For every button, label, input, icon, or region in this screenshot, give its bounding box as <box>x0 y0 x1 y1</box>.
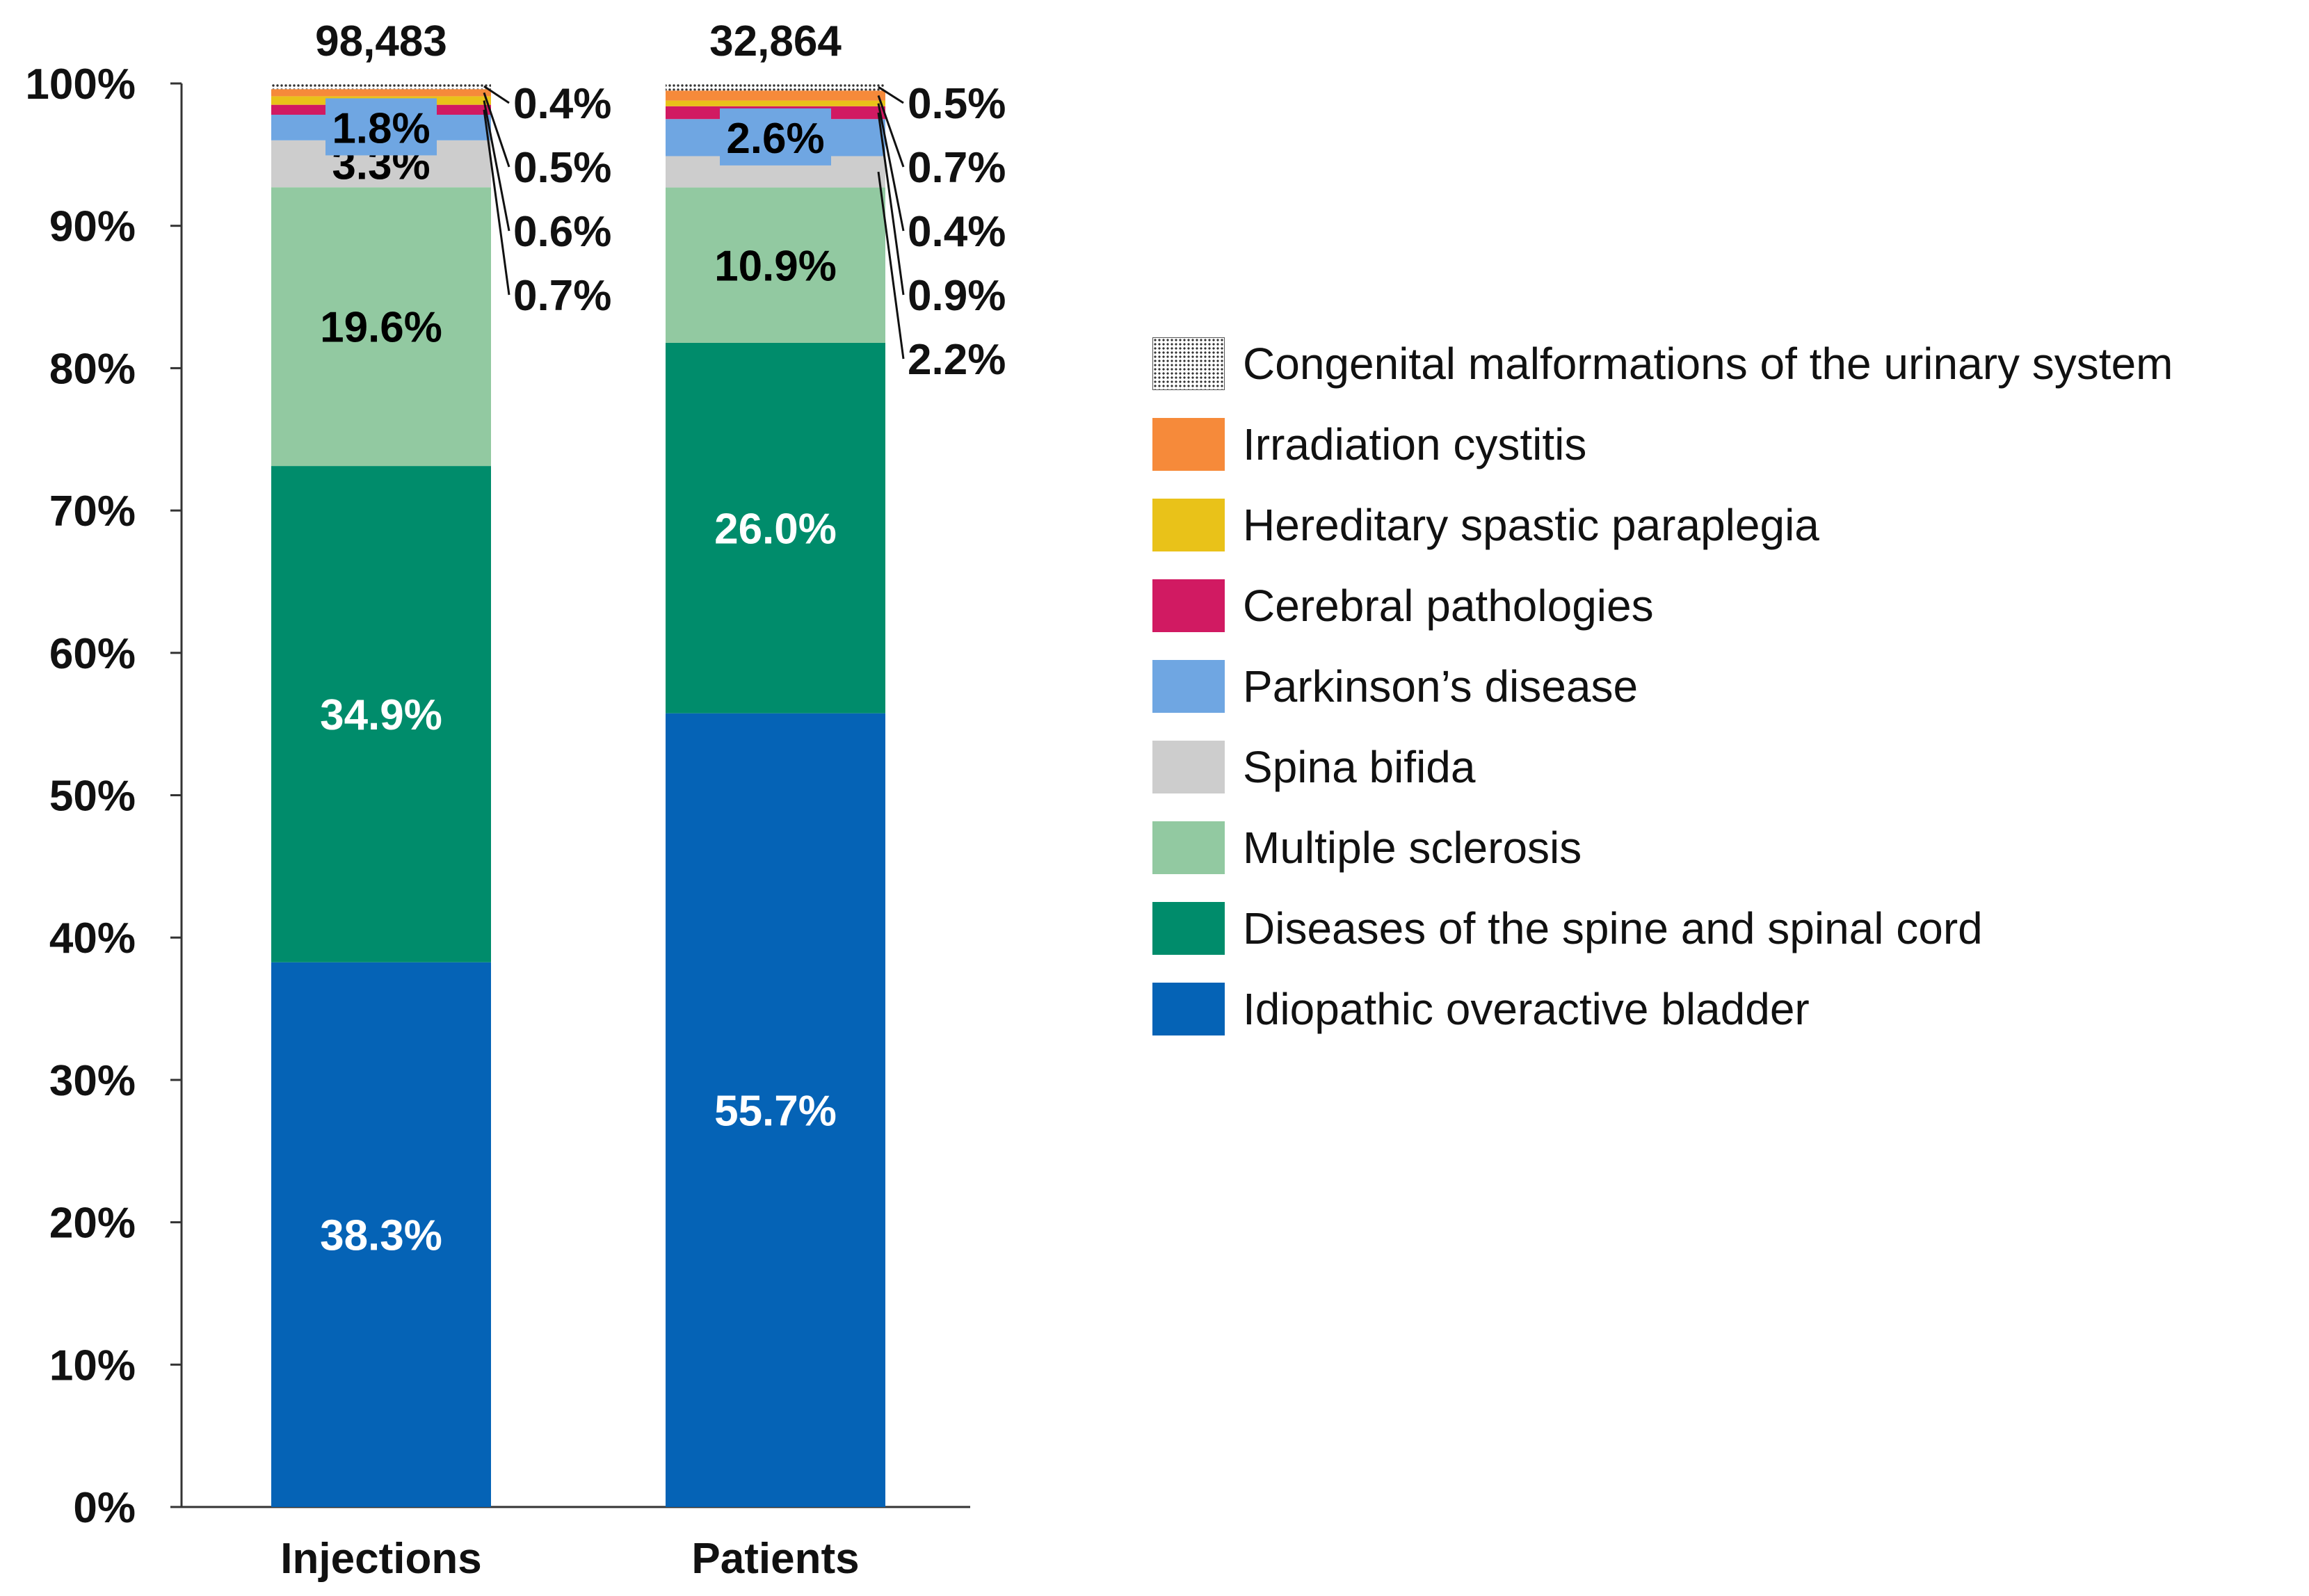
bar-value-label: 26.0% <box>714 505 837 553</box>
legend-swatch <box>1152 821 1225 874</box>
legend-item: Idiopathic overactive bladder <box>1152 969 2173 1049</box>
bar-segment <box>271 466 491 962</box>
callout-value-label: 0.5% <box>513 144 611 192</box>
bar-value-label: 2.6% <box>726 115 824 163</box>
callout-leader-line <box>877 95 905 168</box>
bar-segment <box>666 187 885 343</box>
bar-value-label: 1.8% <box>332 104 430 152</box>
x-tick-label: Injections <box>280 1535 481 1583</box>
bar-segment <box>666 83 885 91</box>
legend-label: Congenital malformations of the urinary … <box>1243 339 2173 389</box>
legend-label: Hereditary spastic paraplegia <box>1243 500 1819 550</box>
y-tick-label: 50% <box>49 773 136 821</box>
callout-leader-line <box>483 109 510 296</box>
callout-value-label: 0.9% <box>908 272 1006 320</box>
bar-segment <box>271 962 491 1507</box>
legend-item: Spina bifida <box>1152 727 2173 807</box>
legend-item: Hereditary spastic paraplegia <box>1152 485 2173 565</box>
callout-value-label: 0.4% <box>513 80 611 128</box>
bar-value-label: 34.9% <box>320 691 442 739</box>
legend-item: Parkinson’s disease <box>1152 646 2173 727</box>
legend-label: Multiple sclerosis <box>1243 823 1582 873</box>
y-tick-label: 20% <box>49 1200 136 1248</box>
legend-item: Multiple sclerosis <box>1152 807 2173 888</box>
callout-leader-line <box>483 100 510 232</box>
legend-label: Irradiation cystitis <box>1243 419 1587 469</box>
callout-value-label: 0.5% <box>908 80 1006 128</box>
bar-value-label: 38.3% <box>320 1211 442 1259</box>
legend-label: Idiopathic overactive bladder <box>1243 984 1810 1034</box>
callout-leader-line <box>483 92 510 168</box>
callout-leader-line <box>877 112 905 296</box>
legend-item: Diseases of the spine and spinal cord <box>1152 888 2173 969</box>
callout-value-label: 0.7% <box>908 144 1006 192</box>
bar-segment <box>666 90 885 101</box>
bar-value-label: 55.7% <box>714 1087 837 1135</box>
legend-swatch <box>1152 660 1225 713</box>
legend-label: Parkinson’s disease <box>1243 661 1639 711</box>
bar-total-label: 98,483 <box>315 17 447 65</box>
legend-swatch <box>1152 741 1225 793</box>
bar-segment <box>666 713 885 1507</box>
y-tick-label: 10% <box>49 1341 136 1389</box>
bar-value-label: 19.6% <box>320 304 442 352</box>
legend-label: Spina bifida <box>1243 742 1476 792</box>
bar-segment <box>271 83 491 90</box>
bar-segment <box>666 342 885 714</box>
bar-value-label: 10.9% <box>714 242 837 290</box>
data-labels: 98,483 32,86438.3%34.9%19.6%3.3%1.8%0.4%0… <box>315 17 1006 1259</box>
callout-leader-line <box>483 85 510 104</box>
x-tick-label: Patients <box>691 1535 859 1583</box>
y-tick-label: 0% <box>73 1484 136 1532</box>
y-tick-label: 30% <box>49 1057 136 1105</box>
bars <box>271 83 885 1507</box>
callout-leader-line <box>877 171 905 360</box>
legend-swatch <box>1152 983 1225 1035</box>
callout-value-label: 0.4% <box>908 208 1006 256</box>
y-tick-label: 90% <box>49 203 136 251</box>
bar-value-label-box <box>720 108 831 166</box>
legend-swatch <box>1152 418 1225 471</box>
legend-swatch <box>1152 902 1225 955</box>
legend-item: Cerebral pathologies <box>1152 565 2173 646</box>
bar-segment <box>666 100 885 106</box>
bar-segment <box>271 89 491 97</box>
callout-value-label: 2.2% <box>908 336 1006 384</box>
callout-value-label: 0.6% <box>513 208 611 256</box>
legend-swatch <box>1152 499 1225 551</box>
bar-total-label: 32,864 <box>709 17 842 65</box>
legend-item: Irradiation cystitis <box>1152 404 2173 485</box>
legend-swatch <box>1152 579 1225 632</box>
legend-label: Diseases of the spine and spinal cord <box>1243 903 1983 953</box>
legend-label: Cerebral pathologies <box>1243 581 1654 631</box>
y-tick-label: 100% <box>25 61 136 108</box>
callout-value-label: 0.7% <box>513 272 611 320</box>
axes: 0% 10% 20% 30% 40% 50% 60% 70% 80% 90% 100% Injecti… <box>25 61 970 1583</box>
y-tick-label: 40% <box>49 914 136 962</box>
callout-leader-line <box>877 103 905 232</box>
y-tick-label: 80% <box>49 345 136 393</box>
y-tick-label: 60% <box>49 630 136 678</box>
bar-segment <box>271 187 491 467</box>
legend: Congenital malformations of the urinary … <box>1152 323 2173 1049</box>
callout-leader-line <box>878 86 904 104</box>
bar-value-label-box <box>325 98 437 156</box>
y-tick-label: 70% <box>49 487 136 535</box>
legend-swatch <box>1152 337 1225 390</box>
legend-item: Congenital malformations of the urinary … <box>1152 323 2173 404</box>
